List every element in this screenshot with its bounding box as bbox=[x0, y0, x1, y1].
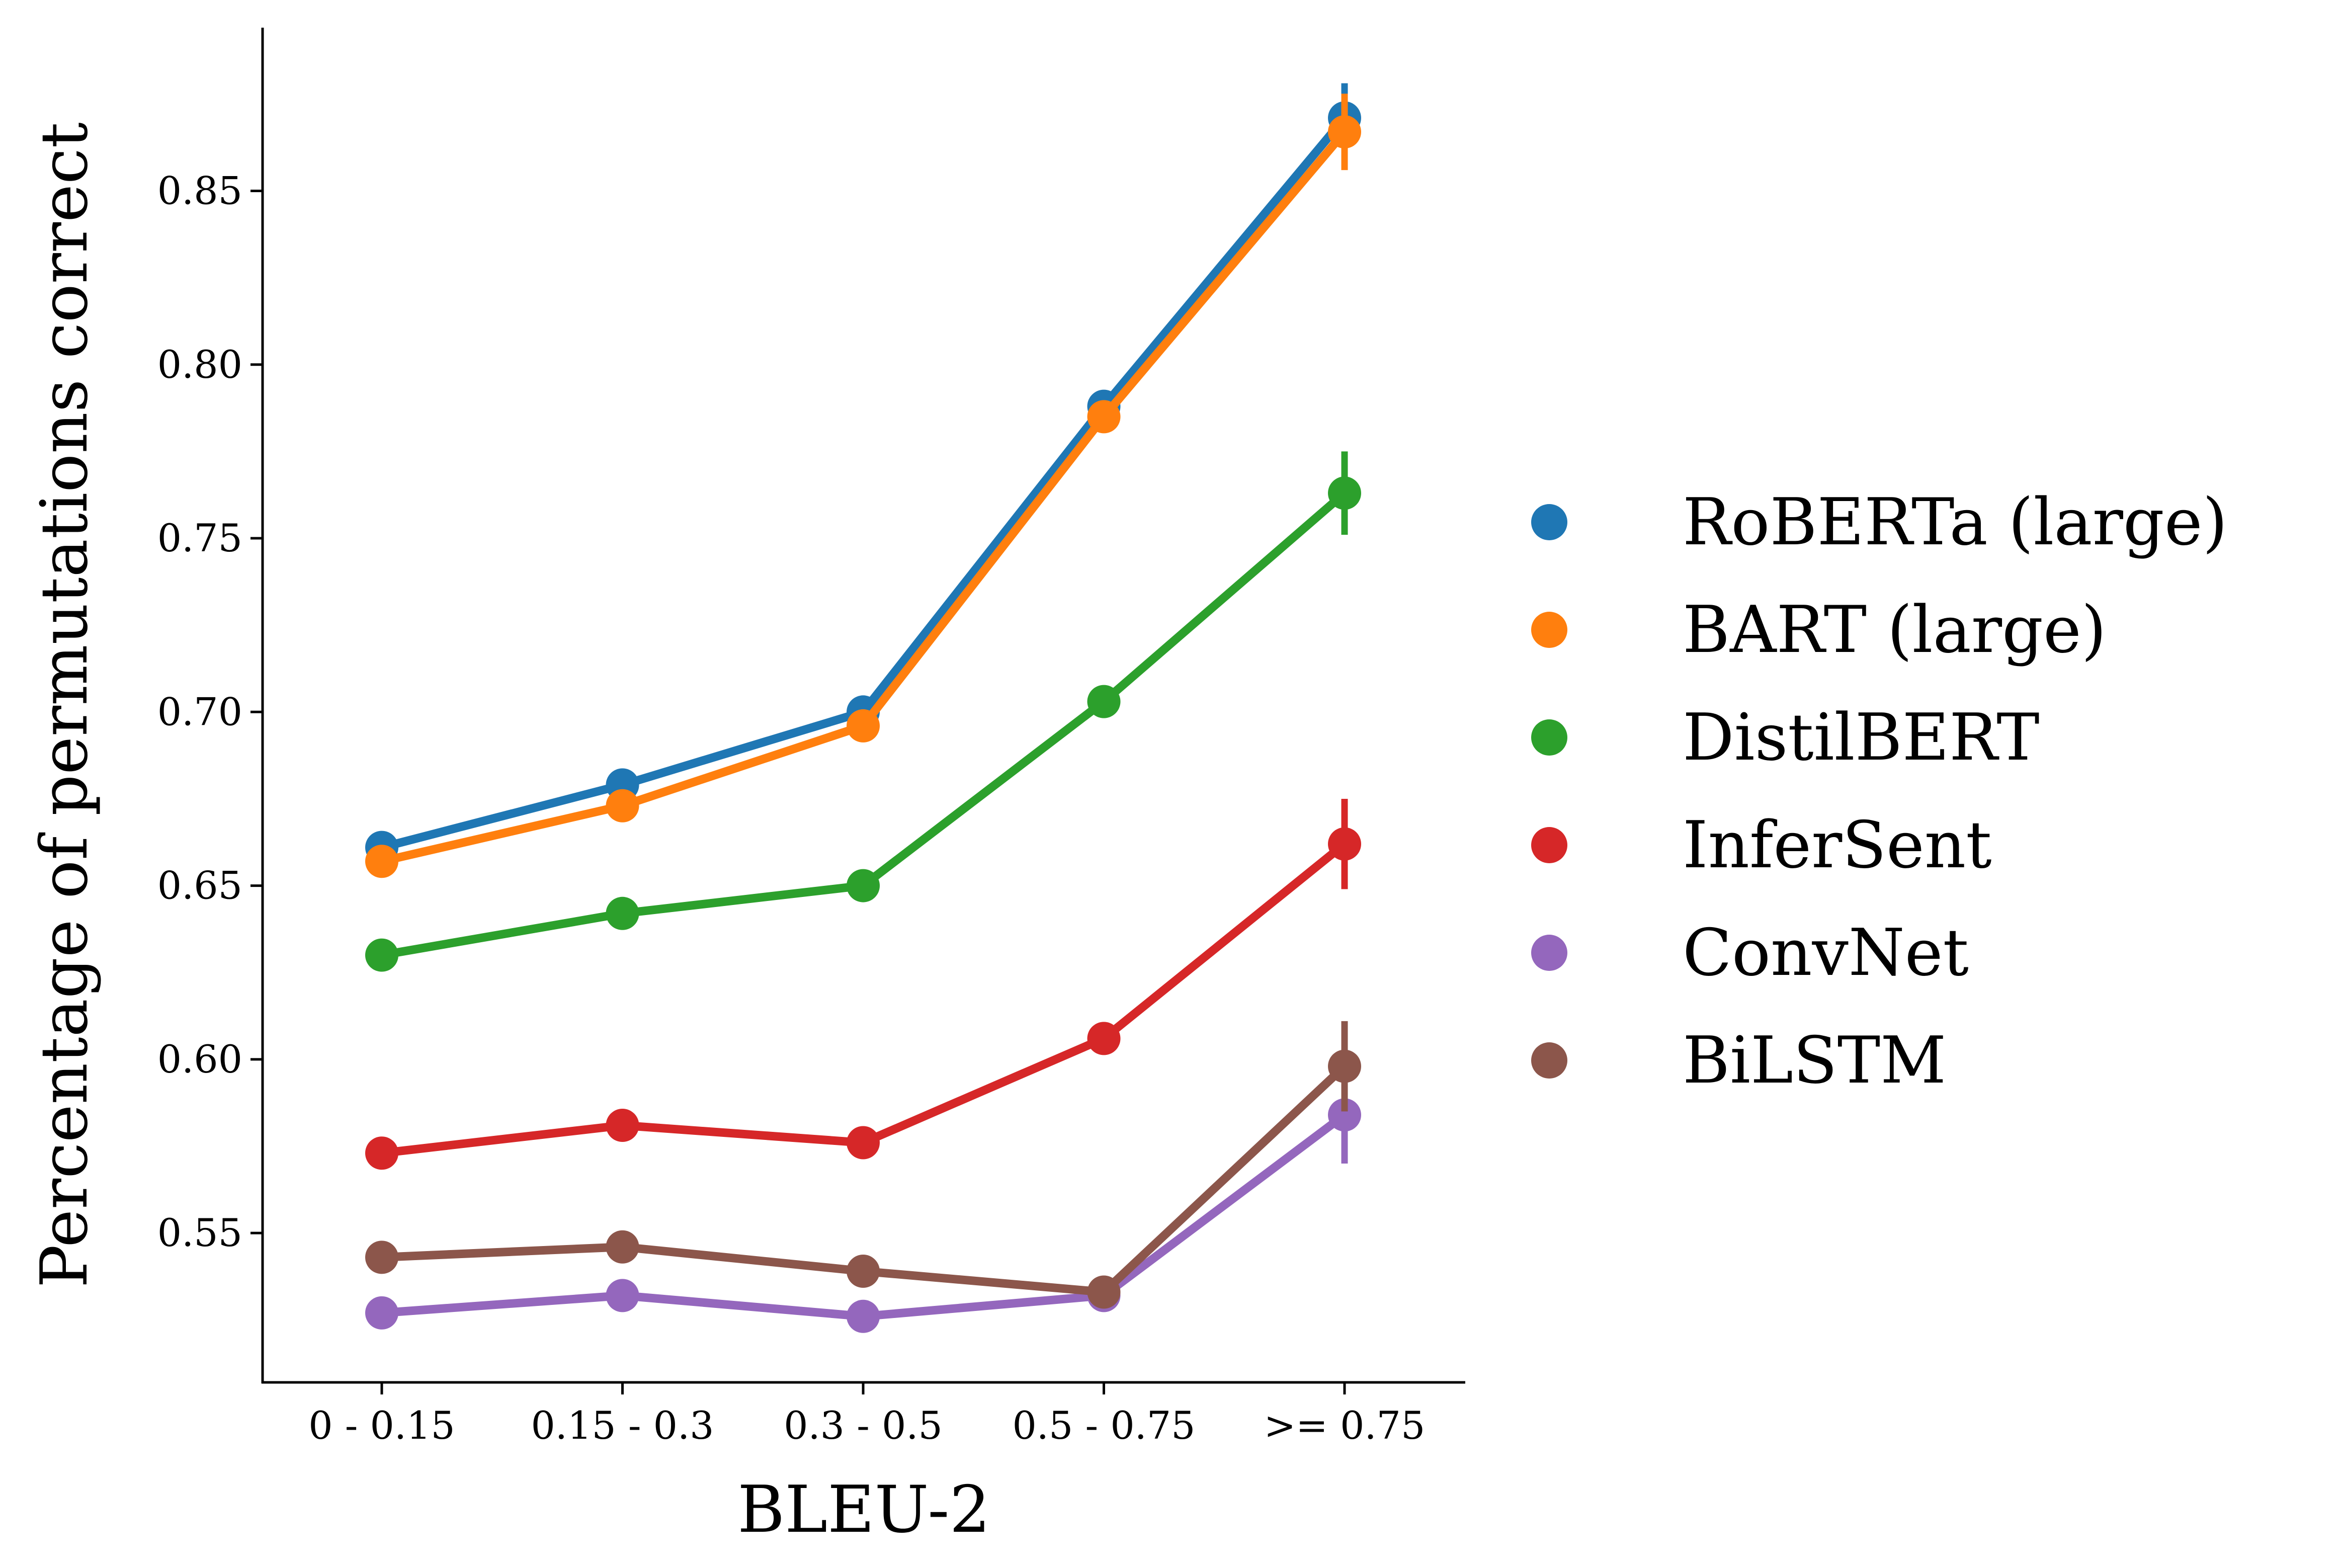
legend-marker bbox=[1531, 1042, 1567, 1079]
data-point bbox=[365, 1136, 398, 1170]
series-3 bbox=[365, 798, 1361, 1170]
x-axis-title: BLEU-2 bbox=[737, 1472, 990, 1547]
y-tick-label: 0.70 bbox=[157, 689, 242, 734]
data-point bbox=[365, 938, 398, 972]
legend: RoBERTa (large) BART (large) DistilBERT Inf… bbox=[1531, 485, 2228, 1098]
legend-item: BiLSTM bbox=[1531, 1023, 1946, 1098]
legend-item: BART (large) bbox=[1531, 593, 2107, 668]
legend-label: DistilBERT bbox=[1683, 700, 2040, 775]
series-1 bbox=[365, 94, 1361, 878]
data-point bbox=[1087, 685, 1121, 718]
data-point bbox=[1328, 1049, 1361, 1083]
data-point bbox=[365, 1296, 398, 1330]
axes: 0.55 0.60 0.65 0.70 0.75 0.80 0.85 0 - 0.15 0.15… bbox=[157, 28, 1465, 1448]
series-2 bbox=[365, 451, 1361, 972]
legend-marker bbox=[1531, 719, 1567, 756]
y-axis-title: Percentage of permutations correct bbox=[27, 122, 102, 1288]
x-tick-label: 0.15 - 0.3 bbox=[531, 1403, 714, 1448]
data-point bbox=[1328, 115, 1361, 149]
legend-marker bbox=[1531, 612, 1567, 648]
data-point bbox=[1087, 1275, 1121, 1309]
x-tick-label: 0.5 - 0.75 bbox=[1012, 1403, 1195, 1448]
legend-item: InferSent bbox=[1531, 808, 1992, 883]
series-5 bbox=[365, 1021, 1361, 1309]
data-point bbox=[847, 1255, 880, 1288]
legend-marker bbox=[1531, 935, 1567, 971]
data-point bbox=[1328, 827, 1361, 861]
legend-label: InferSent bbox=[1683, 808, 1992, 883]
y-tick-label: 0.60 bbox=[157, 1037, 242, 1082]
data-point bbox=[1087, 400, 1121, 434]
y-tick-label: 0.80 bbox=[157, 342, 242, 387]
data-point bbox=[606, 789, 639, 822]
legend-label: BART (large) bbox=[1683, 593, 2107, 668]
x-tick-label: 0.3 - 0.5 bbox=[784, 1403, 943, 1448]
y-tick-label: 0.65 bbox=[157, 863, 242, 908]
data-point bbox=[606, 1230, 639, 1264]
data-point bbox=[365, 1241, 398, 1274]
y-tick-label: 0.75 bbox=[157, 516, 242, 560]
data-point bbox=[1087, 1022, 1121, 1055]
data-point bbox=[847, 1126, 880, 1160]
data-point bbox=[847, 1299, 880, 1333]
legend-item: ConvNet bbox=[1531, 916, 1969, 991]
legend-label: RoBERTa (large) bbox=[1683, 485, 2228, 560]
legend-label: ConvNet bbox=[1683, 916, 1969, 991]
y-tick-label: 0.85 bbox=[157, 169, 242, 213]
data-point bbox=[1328, 476, 1361, 510]
plot-area bbox=[365, 83, 1361, 1333]
x-tick-label: 0 - 0.15 bbox=[308, 1403, 455, 1448]
y-tick-label: 0.55 bbox=[157, 1210, 242, 1255]
legend-item: RoBERTa (large) bbox=[1531, 485, 2228, 560]
legend-label: BiLSTM bbox=[1683, 1023, 1946, 1098]
data-point bbox=[847, 709, 880, 742]
data-point bbox=[847, 869, 880, 902]
series-line bbox=[381, 129, 1348, 866]
data-point bbox=[1328, 1098, 1361, 1132]
x-tick-label: >= 0.75 bbox=[1264, 1403, 1426, 1448]
legend-item: DistilBERT bbox=[1531, 700, 2040, 775]
legend-marker bbox=[1531, 827, 1567, 863]
series-4 bbox=[365, 1066, 1361, 1333]
legend-marker bbox=[1531, 504, 1567, 540]
data-point bbox=[606, 896, 639, 930]
data-point bbox=[606, 1279, 639, 1312]
data-point bbox=[606, 1109, 639, 1142]
series-0 bbox=[365, 83, 1361, 864]
data-point bbox=[365, 845, 398, 878]
